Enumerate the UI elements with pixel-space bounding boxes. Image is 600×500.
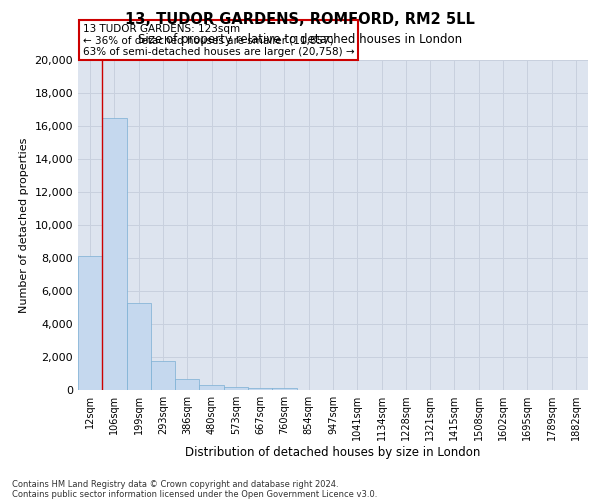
Text: 13 TUDOR GARDENS: 123sqm
← 36% of detached houses are smaller (11,857)
63% of se: 13 TUDOR GARDENS: 123sqm ← 36% of detach… xyxy=(83,24,355,56)
Bar xyxy=(248,388,272,390)
X-axis label: Distribution of detached houses by size in London: Distribution of detached houses by size … xyxy=(185,446,481,459)
Bar xyxy=(199,385,224,390)
Text: Contains HM Land Registry data © Crown copyright and database right 2024.: Contains HM Land Registry data © Crown c… xyxy=(12,480,338,489)
Text: Contains public sector information licensed under the Open Government Licence v3: Contains public sector information licen… xyxy=(12,490,377,499)
Bar xyxy=(272,388,296,390)
Text: Size of property relative to detached houses in London: Size of property relative to detached ho… xyxy=(138,32,462,46)
Bar xyxy=(224,387,248,390)
Bar xyxy=(127,304,151,390)
Text: 13, TUDOR GARDENS, ROMFORD, RM2 5LL: 13, TUDOR GARDENS, ROMFORD, RM2 5LL xyxy=(125,12,475,28)
Bar xyxy=(102,118,127,390)
Bar xyxy=(175,379,199,390)
Y-axis label: Number of detached properties: Number of detached properties xyxy=(19,138,29,312)
Bar xyxy=(78,256,102,390)
Bar xyxy=(151,361,175,390)
